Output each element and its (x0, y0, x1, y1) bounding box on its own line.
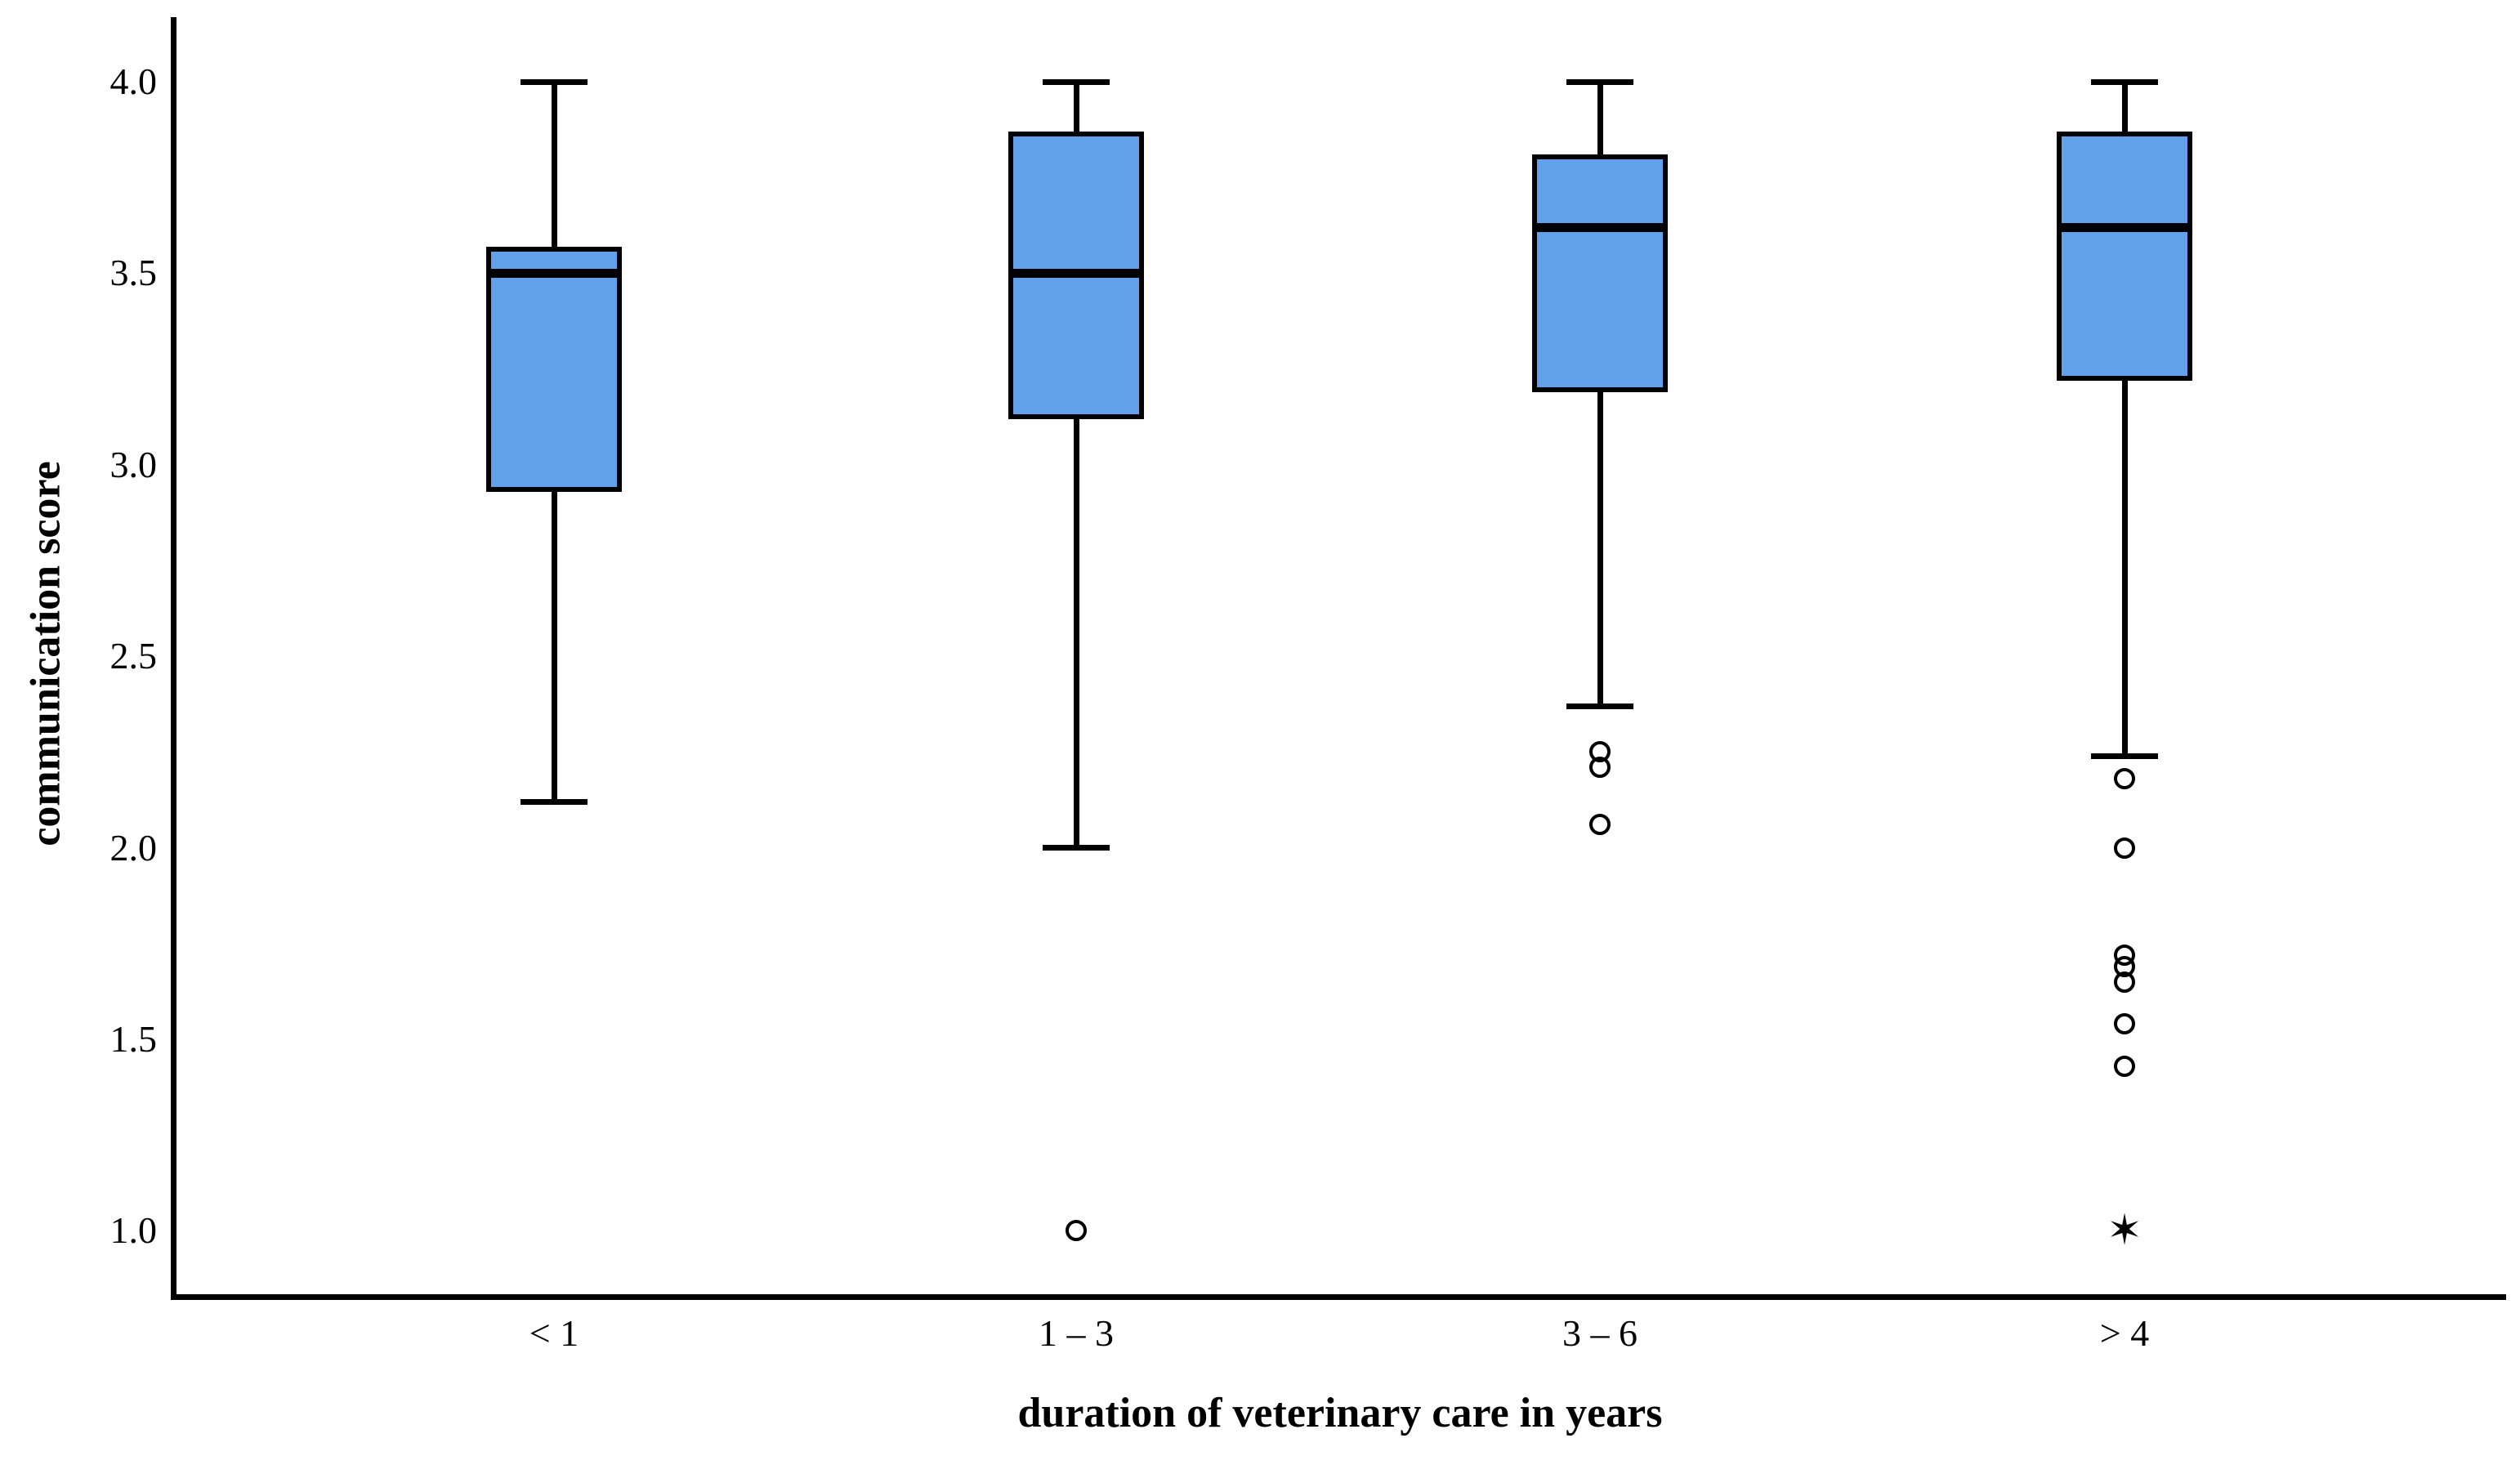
outlier-circle-marker (2114, 971, 2135, 993)
x-axis-title: duration of veterinary care in years (1017, 1390, 1663, 1436)
y-tick-label: 4.0 (109, 60, 158, 102)
whisker-upper (2121, 82, 2128, 132)
x-tick-label: 3 – 6 (1562, 1312, 1638, 1354)
whisker-cap-lower (521, 798, 588, 805)
boxplot-box (2057, 131, 2192, 381)
outlier-circle-marker (2114, 1055, 2135, 1077)
outlier-circle-marker (2114, 1013, 2135, 1035)
outlier-circle-marker (2114, 768, 2135, 790)
outlier-circle-marker (2114, 837, 2135, 859)
y-tick-label: 3.5 (109, 252, 158, 294)
whisker-cap-lower (1043, 845, 1110, 851)
y-axis-line (171, 17, 176, 1300)
whisker-lower (551, 491, 557, 802)
whisker-lower (1597, 391, 1603, 707)
whisker-cap-upper (2091, 78, 2158, 85)
x-tick-label: < 1 (529, 1312, 579, 1354)
x-axis-line (171, 1294, 2506, 1300)
whisker-upper (551, 82, 557, 247)
whisker-upper (1597, 82, 1603, 155)
whisker-cap-upper (521, 78, 588, 85)
whisker-cap-lower (2091, 753, 2158, 759)
median-line (2057, 222, 2192, 232)
boxplot-box (1532, 154, 1668, 392)
y-tick-label: 2.5 (109, 635, 158, 677)
y-tick-label: 1.5 (109, 1018, 158, 1060)
whisker-lower (1073, 418, 1079, 848)
whisker-cap-lower (1566, 703, 1633, 709)
boxplot-box (486, 246, 622, 492)
x-tick-label: > 4 (2099, 1312, 2150, 1354)
x-tick-label: 1 – 3 (1039, 1312, 1114, 1354)
y-tick-label: 2.0 (109, 826, 158, 869)
whisker-cap-upper (1566, 78, 1633, 85)
extreme-outlier-star-marker: ✶ (2107, 1206, 2142, 1256)
outlier-circle-marker (1589, 814, 1611, 836)
y-tick-label: 3.0 (109, 443, 158, 485)
y-tick-label: 1.0 (109, 1209, 158, 1252)
median-line (486, 268, 622, 278)
median-line (1532, 222, 1668, 232)
outlier-circle-marker (1589, 757, 1611, 779)
outlier-circle-marker (1066, 1220, 1087, 1242)
median-line (1008, 268, 1144, 278)
whisker-lower (2121, 380, 2128, 757)
whisker-upper (1073, 82, 1079, 132)
whisker-cap-upper (1043, 78, 1110, 85)
